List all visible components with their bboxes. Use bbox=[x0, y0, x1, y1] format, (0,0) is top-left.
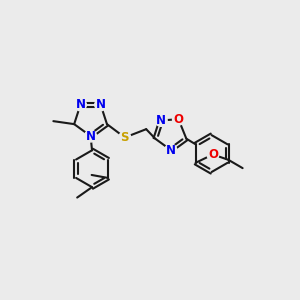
Text: O: O bbox=[208, 148, 218, 161]
Circle shape bbox=[155, 115, 167, 126]
Text: N: N bbox=[96, 98, 106, 111]
Circle shape bbox=[85, 130, 97, 142]
Circle shape bbox=[95, 99, 106, 111]
Text: N: N bbox=[166, 143, 176, 157]
Text: N: N bbox=[75, 98, 85, 111]
Text: O: O bbox=[173, 113, 184, 126]
Text: S: S bbox=[121, 131, 129, 144]
Circle shape bbox=[74, 99, 86, 111]
Circle shape bbox=[207, 148, 219, 160]
Circle shape bbox=[119, 131, 131, 143]
Text: N: N bbox=[85, 130, 96, 142]
Circle shape bbox=[172, 113, 184, 125]
Circle shape bbox=[165, 144, 177, 156]
Text: N: N bbox=[156, 114, 166, 127]
